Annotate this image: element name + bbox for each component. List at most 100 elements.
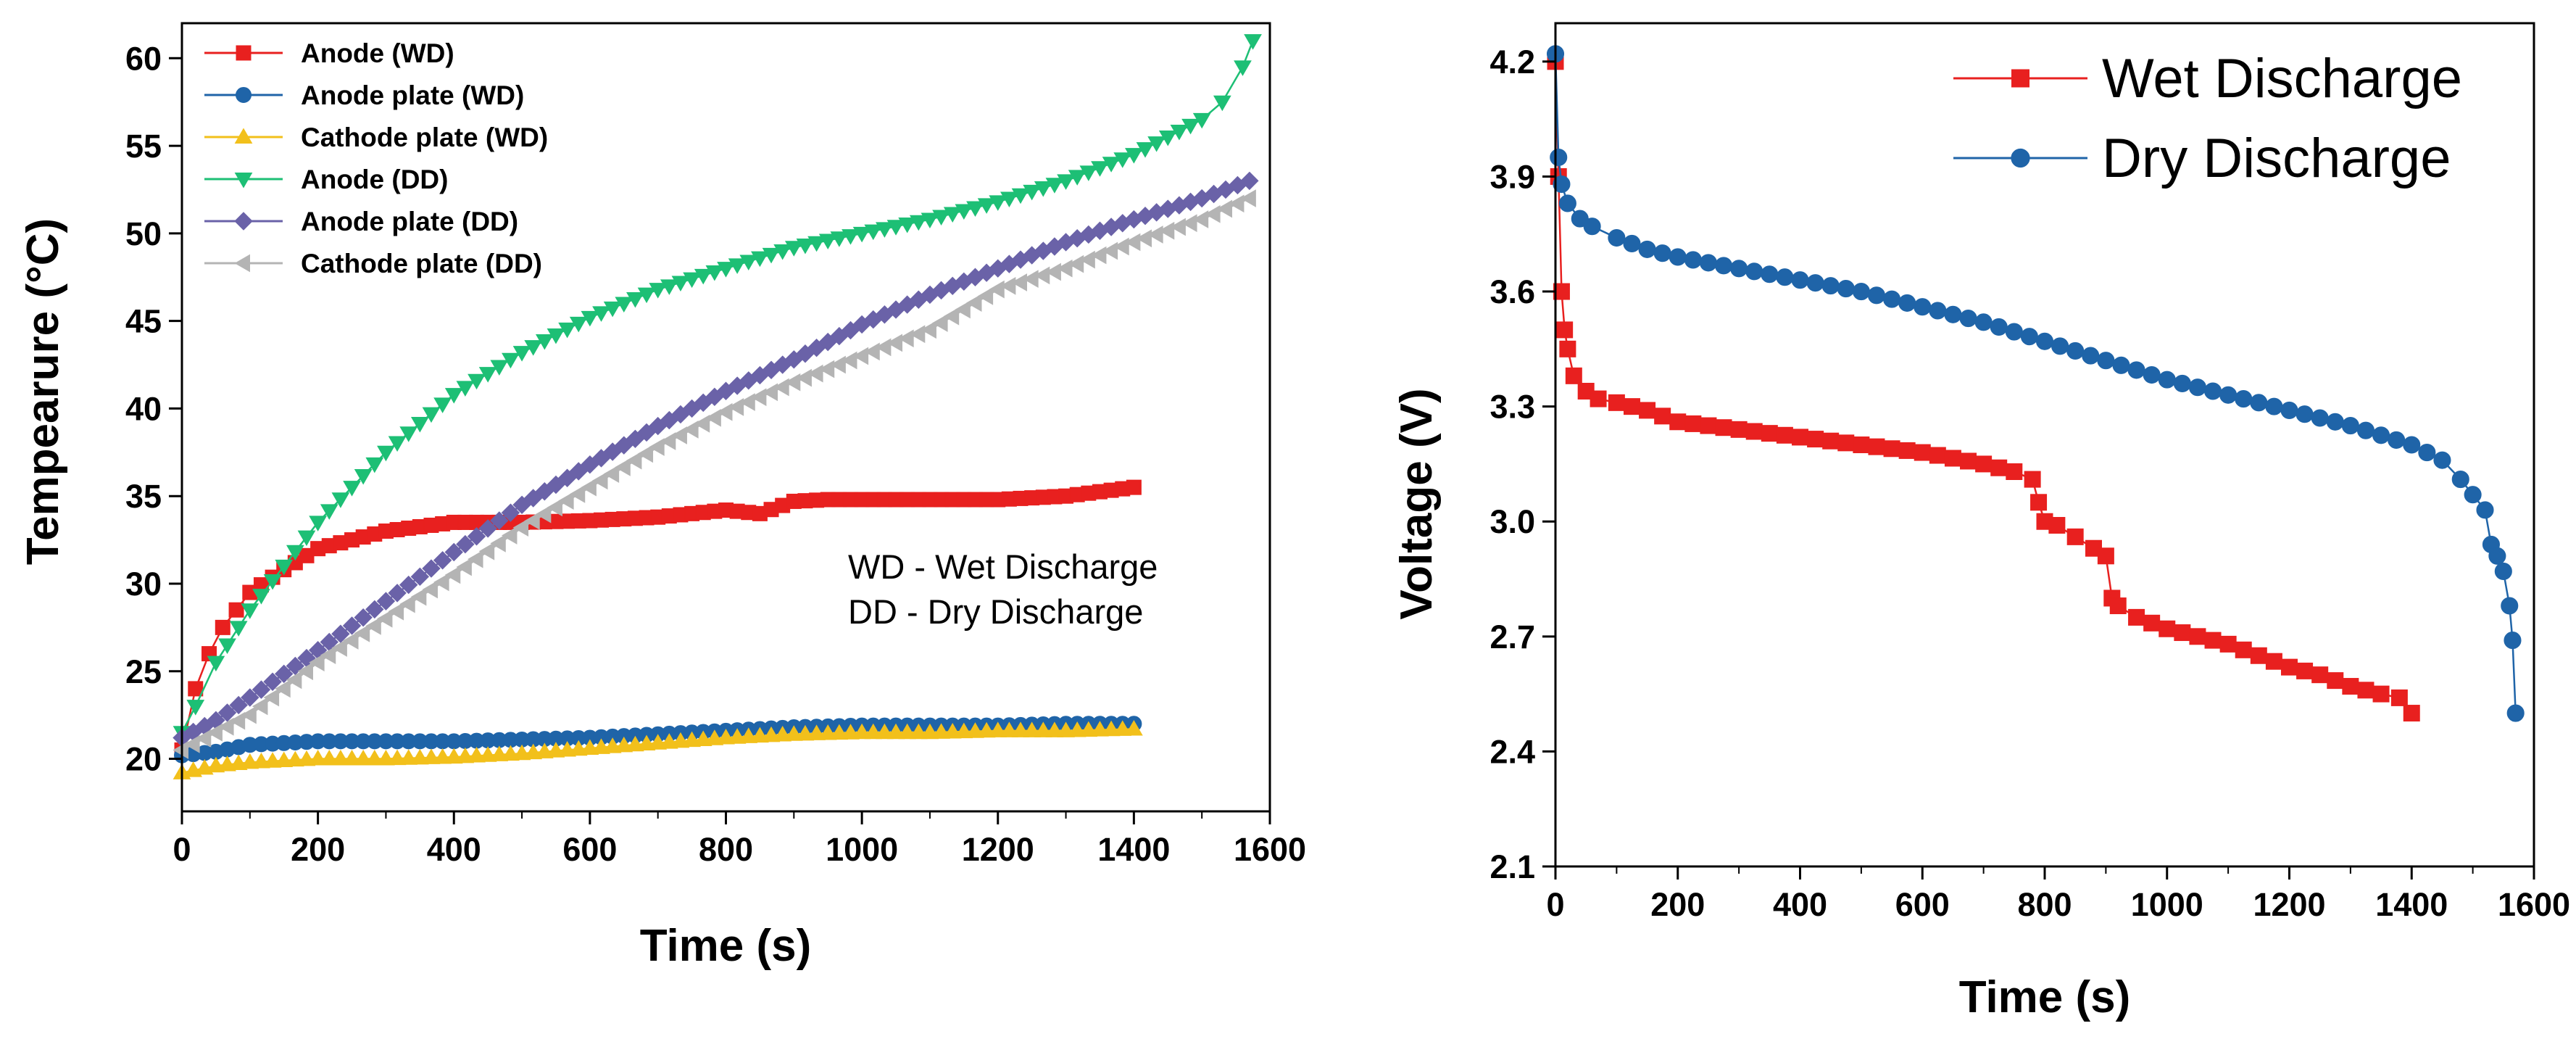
data-point: [1974, 313, 1993, 331]
data-point: [603, 301, 622, 318]
data-point: [1898, 442, 1916, 459]
data-point: [342, 616, 362, 635]
data-point: [2235, 390, 2253, 408]
data-point: [955, 300, 971, 319]
data-point: [263, 672, 282, 691]
data-point: [535, 482, 554, 501]
data-point: [581, 478, 597, 497]
data-point: [1091, 721, 1109, 737]
data-point: [399, 595, 415, 613]
data-point: [557, 468, 577, 487]
data-point: [320, 750, 338, 766]
y-tick-label: 60: [125, 40, 162, 77]
data-point: [2418, 444, 2436, 462]
data-point: [830, 724, 849, 740]
data-point: [2219, 635, 2237, 653]
data-point: [1113, 237, 1129, 256]
data-point: [1090, 246, 1107, 265]
data-point: [433, 551, 452, 570]
data-point: [1608, 228, 1626, 247]
y-tick-label: 35: [125, 478, 162, 515]
data-point: [2082, 347, 2100, 365]
data-point: [241, 753, 259, 769]
data-point: [1240, 171, 1259, 191]
legend-marker: [236, 45, 252, 61]
data-point: [876, 723, 894, 740]
data-point: [2506, 704, 2525, 722]
data-point: [818, 233, 837, 250]
data-point: [2066, 528, 2084, 545]
data-point: [569, 462, 588, 481]
data-point: [1192, 210, 1209, 228]
data-point: [195, 729, 212, 748]
data-point: [2173, 374, 2191, 392]
data-point: [1852, 282, 1870, 301]
data-point: [1023, 184, 1042, 201]
data-point: [490, 745, 509, 761]
data-point: [297, 750, 316, 766]
data-point: [275, 679, 291, 698]
data-point: [750, 388, 767, 407]
data-point: [1792, 429, 1808, 446]
data-point: [2494, 562, 2512, 581]
data-point: [422, 559, 441, 578]
data-point: [2311, 666, 2329, 684]
data-point: [1975, 455, 1993, 473]
data-point: [1715, 419, 1732, 436]
data-point: [1034, 721, 1052, 737]
data-point: [842, 724, 860, 740]
data-point: [1821, 277, 1840, 295]
data-point: [1745, 262, 1763, 281]
data-point: [286, 750, 304, 767]
data-point: [512, 495, 531, 514]
data-point: [2097, 352, 2115, 370]
y-tick-label: 55: [125, 128, 162, 165]
data-point: [478, 542, 495, 560]
data-point: [2066, 342, 2085, 360]
data-point: [1791, 271, 1809, 289]
data-point: [297, 662, 313, 681]
data-point: [762, 247, 781, 264]
data-point: [2030, 494, 2048, 511]
data-point: [864, 224, 883, 241]
data-point: [1761, 265, 1779, 284]
data-point: [263, 752, 282, 768]
data-point: [2219, 386, 2238, 404]
data-point: [1853, 436, 1870, 453]
data-point: [2143, 365, 2161, 384]
data-point: [2357, 682, 2375, 699]
data-point: [207, 723, 223, 742]
data-point: [1181, 118, 1200, 135]
y-tick-label: 50: [125, 215, 162, 252]
data-point: [1699, 254, 1717, 272]
data-point: [626, 451, 642, 470]
data-point: [1583, 218, 1601, 236]
data-point: [502, 352, 520, 369]
data-point: [830, 231, 849, 247]
y-tick-label: 3.0: [1489, 503, 1535, 540]
data-point: [320, 504, 338, 520]
series-dry-discharge: [1546, 45, 2525, 722]
data-point: [229, 711, 246, 730]
series-anode-wd-: [174, 479, 1142, 758]
data-point: [1136, 229, 1152, 248]
data-point: [1170, 124, 1189, 141]
data-point: [875, 338, 892, 357]
data-point: [909, 723, 928, 740]
data-point: [2204, 632, 2222, 649]
data-point: [1011, 273, 1028, 291]
tick-labels: 0 200 400 600 800 1000 1200 1400 1600 20 25 30 35 40 4…: [125, 40, 1306, 868]
data-point: [186, 700, 205, 716]
data-point: [1638, 240, 1656, 258]
data-point: [365, 750, 384, 766]
data-point: [2403, 436, 2421, 454]
data-point: [943, 307, 960, 326]
data-point: [354, 624, 370, 642]
data-point: [377, 750, 395, 766]
data-point: [275, 664, 294, 684]
data-point: [275, 559, 294, 576]
data-point: [807, 364, 823, 383]
data-point: [252, 680, 271, 699]
y-tick-label: 40: [125, 390, 162, 427]
data-point: [2005, 323, 2023, 341]
